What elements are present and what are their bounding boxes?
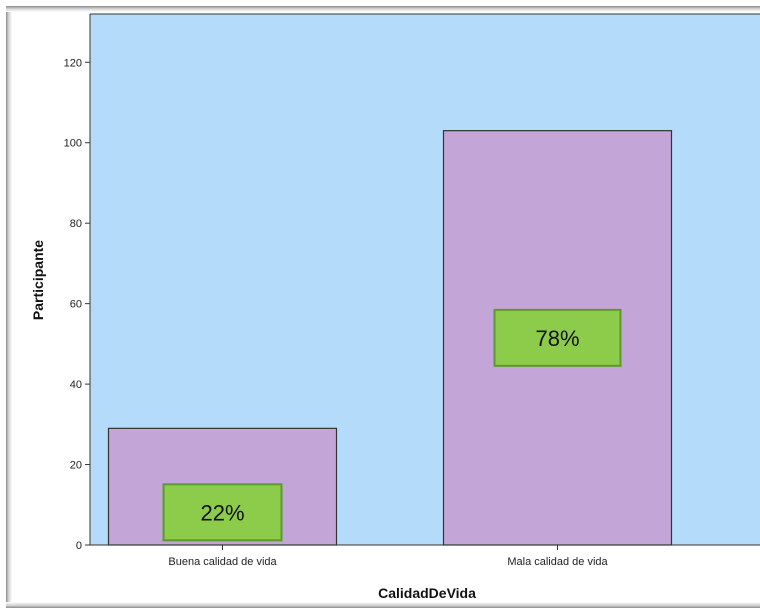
y-tick-label: 40 (70, 379, 82, 391)
y-axis-title: Participante (30, 240, 46, 320)
data-label-box (493, 308, 622, 367)
y-tick-label: 100 (64, 138, 82, 150)
window-border-left (6, 6, 12, 606)
data-label: 78% (535, 326, 579, 351)
bars-group: 22% 78% (107, 130, 673, 546)
x-tick-label: Mala calidad de vida (507, 556, 608, 568)
y-tick-label: 0 (76, 540, 82, 552)
y-tick-label: 20 (70, 460, 82, 472)
data-label-box (162, 483, 283, 542)
y-tick-label: 60 (70, 299, 82, 311)
y-tick-label: 80 (70, 218, 82, 230)
y-axis: 0 20 40 60 80 100 120 (64, 57, 90, 552)
window-border-top (6, 6, 760, 12)
y-tick-label: 120 (64, 57, 82, 69)
data-label: 22% (200, 500, 244, 525)
x-axis: Buena calidad de vida Mala calidad de vid… (168, 545, 609, 568)
x-axis-title: CalidadDeVida (378, 585, 476, 601)
window-border-bottom (6, 602, 760, 608)
x-tick-label: Buena calidad de vida (168, 556, 277, 568)
